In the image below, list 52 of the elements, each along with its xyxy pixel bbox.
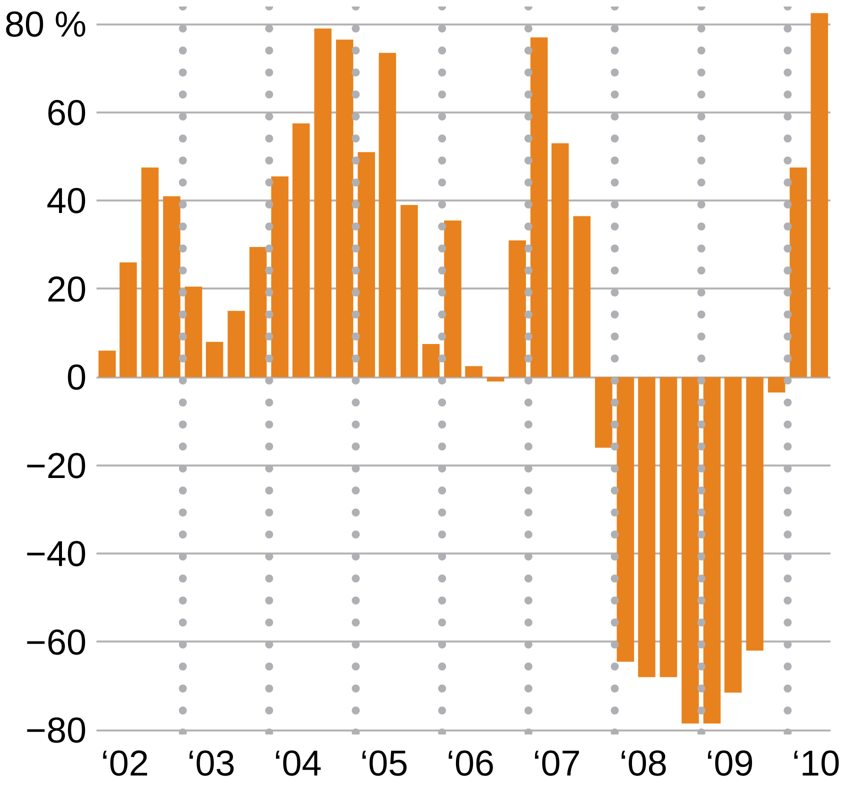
bar [724,377,742,693]
bar [790,168,807,378]
bar [682,377,699,724]
bar [703,377,721,724]
x-tick-label: ‘10 [792,742,840,784]
y-tick-label: 80 % [4,4,87,45]
x-tick-label: ‘03 [187,742,236,784]
x-tick-label: ‘08 [619,742,668,784]
bar [595,377,612,448]
x-tick-label: ‘07 [532,742,581,784]
bar [120,262,137,378]
bar [530,37,548,378]
bar [271,176,288,378]
bar [508,240,526,378]
bar [378,52,396,378]
y-tick-label: 20 [46,268,87,310]
x-tick-label: ‘06 [446,742,495,784]
bar [444,220,462,378]
bar [314,28,332,378]
bar [206,342,224,378]
bar [746,377,764,651]
bar [660,377,678,678]
bar [638,377,656,678]
y-tick-label: −40 [25,533,87,574]
y-tick-label: 60 [46,92,87,133]
y-tick-label: 0 [66,356,87,398]
x-tick-label: ‘09 [706,742,754,784]
bar [573,216,591,378]
y-tick-label: −60 [25,621,87,662]
bar [163,196,180,378]
bar [184,286,202,378]
y-tick-label: −80 [25,710,87,751]
bar [98,350,116,378]
bar [141,168,159,378]
bar [422,344,440,378]
bar [336,40,354,378]
x-tick-label: ‘02 [100,742,149,784]
bar [292,123,310,378]
bar [616,377,634,662]
bar [465,366,482,378]
bar [768,377,786,393]
bar [228,310,245,378]
y-tick-label: −20 [25,444,87,486]
bar [810,13,828,378]
bar [486,377,504,382]
x-tick-label: ‘05 [360,742,408,784]
bar [400,205,418,378]
x-tick-label: ‘04 [274,742,322,784]
y-tick-label: 40 [46,180,87,222]
bar [551,143,569,378]
bar [249,246,267,378]
bar [358,152,376,378]
